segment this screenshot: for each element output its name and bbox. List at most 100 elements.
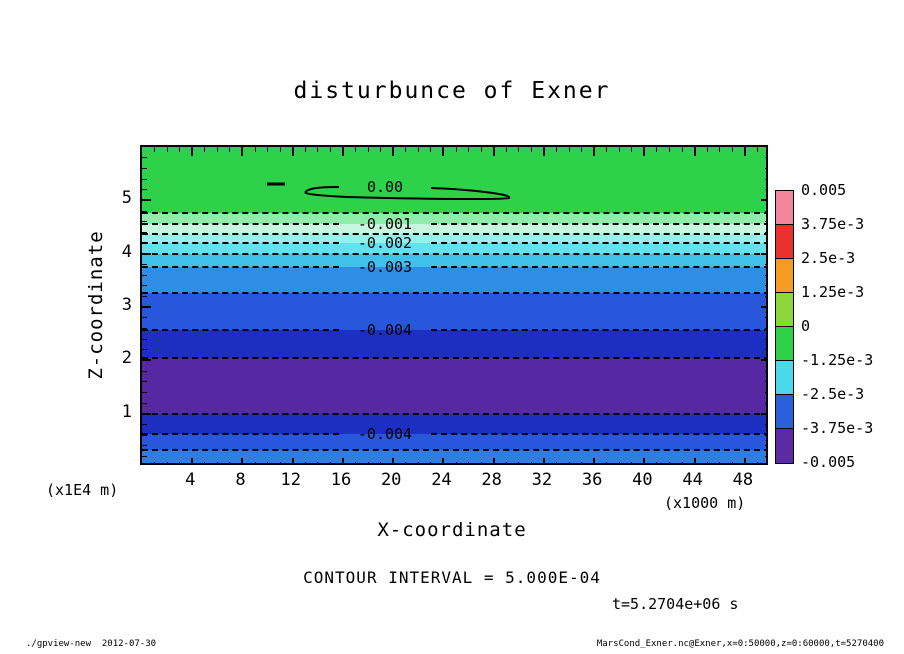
major-tick-y: [142, 359, 151, 362]
minor-tick-y: [765, 434, 766, 436]
colorbar-segment: [776, 361, 793, 395]
contour-line: [142, 328, 339, 331]
minor-tick-x: [706, 462, 708, 463]
minor-tick-y: [142, 274, 147, 276]
minor-tick-x: [468, 462, 470, 463]
colorbar-label: 0: [801, 317, 811, 335]
minor-tick-x: [505, 147, 507, 152]
y-tick-label: 2: [121, 348, 132, 369]
minor-tick-y: [765, 391, 766, 393]
minor-tick-x: [656, 147, 658, 152]
contour-line: [142, 432, 339, 435]
x-tick-label: 36: [581, 470, 603, 490]
major-tick-x: [492, 458, 495, 463]
minor-tick-x: [179, 147, 181, 152]
minor-tick-x: [279, 462, 281, 463]
x-tick-label: 24: [431, 470, 452, 490]
minor-tick-x: [430, 462, 432, 463]
minor-tick-y: [142, 210, 147, 212]
minor-tick-y: [142, 189, 147, 191]
minor-tick-y: [142, 338, 147, 340]
minor-tick-y: [142, 349, 147, 351]
x-axis-tick-labels: 4 8 12 16 20 24 28 32 36 40 44 48: [140, 470, 768, 492]
fill-band: [142, 414, 766, 434]
minor-tick-x: [229, 147, 231, 152]
contour-line: [431, 266, 766, 268]
fill-band: [142, 223, 766, 234]
minor-tick-y: [765, 338, 766, 340]
minor-tick-x: [568, 147, 570, 152]
minor-tick-y: [765, 455, 766, 457]
minor-tick-y: [142, 178, 147, 180]
minor-tick-x: [179, 462, 181, 463]
minor-tick-y: [765, 445, 766, 447]
minor-tick-x: [455, 462, 457, 463]
x-tick-label: 20: [380, 470, 402, 490]
contour-line: [142, 232, 766, 235]
footer-tool-version: ./gpview-new 2012-07-30: [26, 639, 157, 649]
x-tick-label: 28: [481, 470, 502, 490]
fill-band: [142, 243, 766, 255]
plot-area: 0.00 -0.001 -0.002 -0.003 -0.004 -0.004: [140, 145, 768, 465]
contour-line: [142, 212, 766, 215]
minor-tick-x: [606, 462, 608, 463]
minor-tick-x: [706, 147, 708, 152]
minor-tick-y: [765, 210, 766, 212]
colorbar-segment: [776, 191, 793, 225]
minor-tick-x: [154, 147, 156, 152]
minor-tick-x: [581, 462, 583, 463]
y-axis-unit: (x1E4 m): [46, 481, 119, 499]
colorbar-label: 2.5e-3: [801, 249, 856, 267]
minor-tick-x: [669, 147, 671, 152]
minor-tick-y: [142, 263, 147, 265]
minor-tick-x: [229, 462, 231, 463]
chart-title: disturbunce of Exner: [293, 78, 611, 104]
minor-tick-x: [204, 462, 206, 463]
contour-line: [142, 242, 339, 244]
contour-label-zero: 0.00: [366, 178, 404, 196]
minor-tick-x: [756, 462, 758, 463]
colorbar-label: -3.75e-3: [801, 419, 874, 437]
minor-tick-x: [618, 147, 620, 152]
minor-tick-y: [142, 402, 147, 404]
minor-tick-y: [765, 370, 766, 372]
colorbar-label: 3.75e-3: [801, 215, 865, 233]
major-tick-x: [693, 458, 696, 463]
major-tick-y: [142, 412, 151, 415]
minor-tick-x: [380, 462, 382, 463]
fill-band: [142, 147, 766, 214]
minor-tick-y: [142, 231, 147, 233]
minor-tick-x: [480, 147, 482, 152]
contour-line: [431, 222, 766, 225]
minor-tick-x: [731, 462, 733, 463]
minor-tick-x: [606, 147, 608, 152]
contour-label: -0.003: [357, 258, 413, 276]
footer-data-source: MarsCond_Exner.nc@Exner,x=0:50000,z=0:60…: [596, 639, 884, 649]
minor-tick-x: [279, 147, 281, 152]
major-tick-x: [291, 147, 294, 156]
minor-tick-x: [405, 147, 407, 152]
minor-tick-y: [765, 178, 766, 180]
x-tick-label: 8: [235, 470, 246, 490]
minor-tick-x: [367, 462, 369, 463]
fill-band: [142, 254, 766, 267]
x-tick-label: 16: [330, 470, 352, 490]
contour-fill-layer: [142, 147, 766, 463]
contour-line: [142, 292, 766, 295]
minor-tick-x: [304, 147, 306, 152]
minor-tick-x: [518, 147, 520, 152]
major-tick-x: [442, 458, 445, 463]
major-tick-x: [392, 147, 395, 156]
y-axis-tick-labels: 1 2 3 4 5: [102, 145, 132, 465]
minor-tick-y: [765, 242, 766, 244]
fill-band: [142, 358, 766, 415]
minor-tick-x: [518, 462, 520, 463]
major-tick-x: [392, 458, 395, 463]
major-tick-x: [442, 147, 445, 156]
minor-tick-x: [267, 147, 269, 152]
minor-tick-x: [719, 462, 721, 463]
minor-tick-x: [329, 462, 331, 463]
major-tick-y: [761, 412, 766, 415]
minor-tick-x: [254, 462, 256, 463]
minor-tick-x: [618, 462, 620, 463]
